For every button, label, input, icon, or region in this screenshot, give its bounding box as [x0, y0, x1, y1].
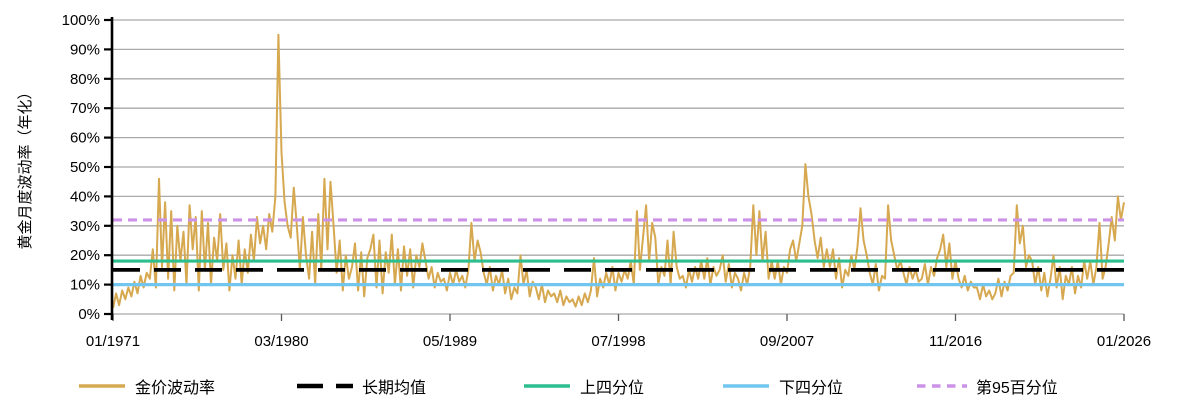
x-tick-label: 09/2007: [760, 333, 814, 350]
y-tick-label: 10%: [70, 277, 100, 294]
lower-quartile-line-swatch: [723, 384, 769, 388]
long-term-mean-line-swatch: [297, 383, 353, 389]
x-tick-label: 01/1971: [86, 333, 140, 350]
legend-label-upper-quartile: 上四分位: [580, 380, 645, 397]
legend-item-upper-quartile: 上四分位: [523, 374, 644, 398]
p95-line-swatch: [917, 384, 967, 388]
y-tick-label: 80%: [70, 71, 100, 88]
legend-label-gold-volatility: 金价波动率: [135, 380, 216, 397]
x-tick-label: 01/2026: [1097, 333, 1151, 350]
gold-volatility-series-line: [112, 33, 1125, 309]
gold-volatility-line-swatch: [79, 384, 125, 388]
legend-item-gold-volatility: 金价波动率: [78, 374, 215, 398]
y-tick-label: 20%: [70, 247, 100, 264]
x-tick-label: 03/1980: [254, 333, 308, 350]
x-tick-label: 05/1989: [423, 333, 477, 350]
x-tick-label: 11/2016: [929, 333, 982, 350]
chart-plot-area: 0% 10% 20% 30% 40% 50% 60% 70% 80% 90% 100% 01/1971…: [17, 12, 1151, 350]
legend-item-long-term-mean: 长期均值: [297, 374, 426, 398]
y-tick-label: 30%: [70, 218, 100, 235]
upper-quartile-line-swatch: [524, 384, 570, 388]
y-tick-label: 90%: [70, 41, 100, 58]
legend-item-lower-quartile: 下四分位: [722, 374, 843, 398]
y-tick-label: 70%: [70, 100, 100, 117]
y-tick-label: 60%: [70, 130, 100, 147]
y-axis-title: 黄金月度波动率（年化）: [17, 84, 34, 249]
y-tick-label: 100%: [62, 12, 100, 29]
y-tick-label: 0%: [78, 306, 100, 323]
legend-label-lower-quartile: 下四分位: [779, 380, 844, 397]
x-tick-label: 07/1998: [591, 333, 645, 350]
y-tick-label: 50%: [70, 159, 100, 176]
legend-item-95th-percentile: 第95百分位: [917, 374, 1058, 398]
chart-legend: 金价波动率 长期均值 上四分位 下四分位 第95百分位: [0, 374, 1179, 400]
legend-label-long-term-mean: 长期均值: [362, 380, 427, 397]
legend-label-95th-percentile: 第95百分位: [976, 380, 1058, 397]
y-tick-label: 40%: [70, 188, 100, 205]
